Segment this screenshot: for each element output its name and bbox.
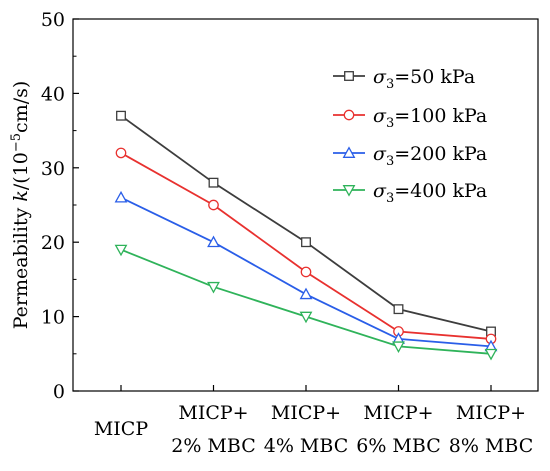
legend-entry-1: σ3=100 kPa bbox=[333, 105, 487, 131]
data-point-marker bbox=[342, 185, 356, 197]
data-point-marker bbox=[343, 109, 355, 121]
y-tick-label: 0 bbox=[53, 381, 65, 403]
series-3 bbox=[114, 244, 498, 361]
data-point-marker bbox=[300, 266, 312, 278]
legend-value: =400 kPa bbox=[394, 180, 487, 202]
legend-label: σ3=50 kPa bbox=[373, 66, 475, 92]
y-label-main: Permeability bbox=[10, 202, 32, 330]
data-point-marker bbox=[344, 71, 354, 81]
legend-entry-0: σ3=50 kPa bbox=[333, 66, 475, 92]
legend-entry-3: σ3=400 kPa bbox=[333, 180, 487, 206]
axes: 0 10 20 30 40 50 MICP MICP+ 2% MBC MICP+ 4% MBC MIC… bbox=[41, 9, 539, 457]
data-point-marker bbox=[114, 190, 128, 203]
data-point-marker bbox=[116, 110, 126, 121]
y-tick-label: 10 bbox=[41, 307, 65, 329]
y-tick-label: 40 bbox=[41, 83, 65, 105]
data-point-marker bbox=[484, 348, 498, 361]
data-point-marker bbox=[299, 311, 313, 324]
y-label-tail: cm/s) bbox=[10, 81, 32, 133]
legend-value: =200 kPa bbox=[394, 143, 487, 165]
series-0 bbox=[116, 110, 496, 337]
legend-sigma: σ bbox=[373, 105, 387, 127]
legend-sigma: σ bbox=[373, 143, 387, 165]
legend-label: σ3=400 kPa bbox=[373, 180, 487, 206]
y-label-unit: /(10 bbox=[10, 152, 32, 190]
x-tick-label: MICP+ bbox=[363, 402, 433, 424]
y-label-exponent: −5 bbox=[9, 133, 24, 152]
data-point-marker bbox=[208, 199, 219, 211]
y-label-k: k bbox=[10, 190, 32, 202]
data-point-marker bbox=[207, 281, 220, 294]
data-point-marker bbox=[207, 235, 220, 248]
legend-sigma: σ bbox=[373, 66, 387, 88]
legend-value: =50 kPa bbox=[394, 66, 475, 88]
legend-subscript: 3 bbox=[386, 77, 394, 92]
legend-entry-2: σ3=200 kPa bbox=[333, 143, 487, 169]
series-2 bbox=[114, 190, 498, 352]
data-point-marker bbox=[342, 146, 356, 158]
legend-label: σ3=200 kPa bbox=[373, 143, 487, 169]
legend-value: =100 kPa bbox=[394, 105, 487, 127]
x-tick-label: 8% MBC bbox=[449, 435, 534, 457]
data-point-marker bbox=[114, 244, 128, 257]
legend-sigma: σ bbox=[373, 180, 387, 202]
y-tick-label: 50 bbox=[41, 9, 65, 31]
x-tick-label: MICP bbox=[94, 418, 148, 440]
x-tick-label: MICP+ bbox=[456, 402, 526, 424]
y-axis-label: Permeability k/(10−5cm/s) bbox=[9, 81, 32, 330]
x-tick-label: 4% MBC bbox=[264, 435, 349, 457]
series-group bbox=[114, 110, 498, 361]
data-point-marker bbox=[301, 237, 311, 248]
data-point-marker bbox=[299, 287, 313, 300]
y-tick-label: 30 bbox=[41, 158, 65, 180]
x-tick-label: MICP+ bbox=[271, 402, 341, 424]
data-point-marker bbox=[208, 177, 219, 188]
x-tick-label: MICP+ bbox=[178, 402, 248, 424]
series-line bbox=[120, 248, 492, 355]
legend-subscript: 3 bbox=[386, 154, 394, 169]
data-point-marker bbox=[393, 304, 404, 315]
x-tick-label: 2% MBC bbox=[171, 435, 256, 457]
data-point-marker bbox=[392, 341, 405, 354]
legend-subscript: 3 bbox=[386, 116, 394, 131]
y-tick-label: 20 bbox=[41, 232, 65, 254]
data-point-marker bbox=[115, 147, 127, 159]
legend-label: σ3=100 kPa bbox=[373, 105, 487, 131]
series-1 bbox=[115, 147, 497, 345]
legend-subscript: 3 bbox=[386, 191, 394, 206]
x-tick-label: 6% MBC bbox=[356, 435, 441, 457]
